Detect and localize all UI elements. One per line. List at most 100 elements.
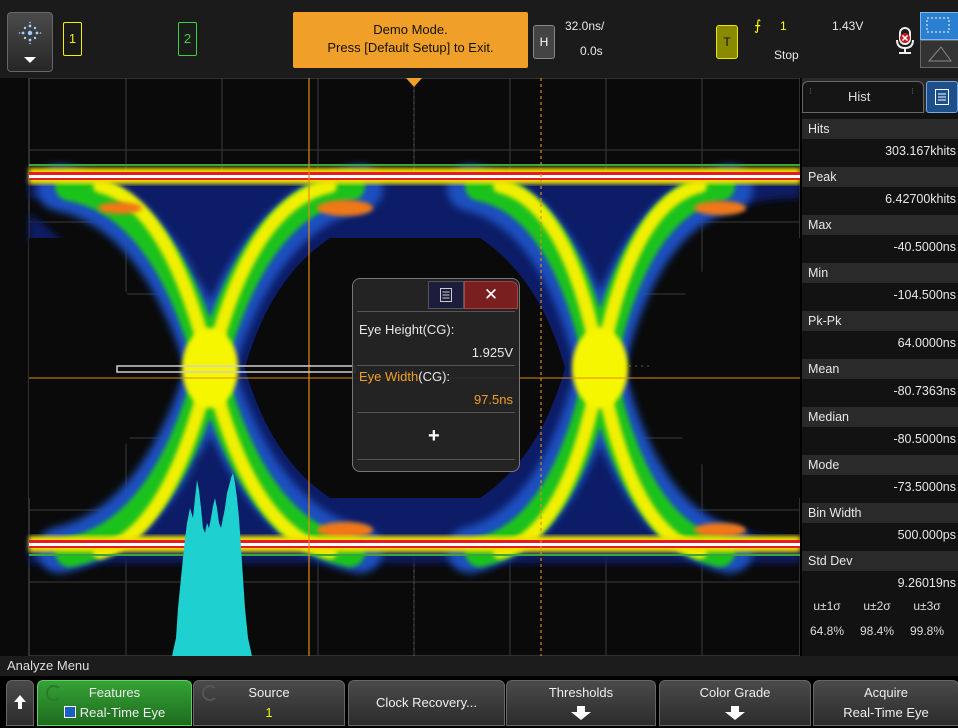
- eye-height-label: Eye Height(CG):: [359, 322, 455, 337]
- tab-hist[interactable]: ⁝ Hist ⁝: [802, 81, 924, 113]
- eye-upper-rail: [29, 164, 800, 184]
- sigma-percentage: 99.8%: [909, 624, 945, 638]
- demo-mode-title: Demo Mode.: [373, 22, 448, 37]
- dialog-divider: [357, 459, 515, 460]
- features-label: Features: [88, 685, 141, 700]
- stat-label: Max: [802, 215, 958, 235]
- sigma-headers: u±1σ u±2σ u±3σ: [802, 599, 958, 613]
- stat-label: Median: [802, 407, 958, 427]
- trigger-source: 1: [780, 19, 787, 33]
- panel-tab-bar: ⁝ Hist ⁝: [802, 78, 958, 113]
- stat-value: -104.500ns: [802, 283, 958, 307]
- channel-2-button[interactable]: 2: [178, 22, 197, 56]
- tab-hist-label: Hist: [848, 89, 871, 104]
- arrow-down-icon: [571, 706, 591, 720]
- microphone-muted-icon[interactable]: [894, 26, 916, 56]
- source-softkey[interactable]: Source 1: [193, 680, 345, 726]
- clock-recovery-label: Clock Recovery...: [376, 695, 477, 710]
- close-icon: ✕: [483, 285, 499, 304]
- stat-label: Mean: [802, 359, 958, 379]
- analyze-menu-bar: Analyze Menu: [0, 656, 958, 676]
- channel-1-button[interactable]: 1: [63, 22, 82, 56]
- dropdown-caret-icon: [24, 57, 36, 63]
- time-per-division: 32.0ns/: [565, 19, 605, 33]
- features-softkey[interactable]: Features Real-Time Eye: [37, 680, 192, 726]
- trigger-level: 1.43V: [832, 19, 864, 33]
- eye-height-value: 1.925V: [471, 345, 513, 360]
- thresholds-softkey[interactable]: Thresholds: [506, 680, 656, 726]
- eye-width-label-text: Eye Width: [359, 369, 419, 384]
- stat-bin-width: Bin Width 500.000ps: [802, 503, 958, 547]
- stat-label: Mode: [802, 455, 958, 475]
- softkey-bar: Features Real-Time Eye Source 1 Clock Re…: [0, 676, 958, 726]
- touch-gesture-button[interactable]: [920, 40, 958, 68]
- stat-value: -80.5000ns: [802, 427, 958, 451]
- stat-label: Hits: [802, 119, 958, 139]
- stat-label: Min: [802, 263, 958, 283]
- menu-list-icon: [440, 288, 452, 302]
- stat-value: 64.0000ns: [802, 331, 958, 355]
- sigma-percentage: 98.4%: [859, 624, 895, 638]
- stat-min: Min -104.500ns: [802, 263, 958, 307]
- arrow-up-icon: [14, 695, 26, 709]
- features-value: Real-Time Eye: [38, 705, 191, 720]
- acquire-softkey[interactable]: Acquire Real-Time Eye: [813, 680, 958, 726]
- main-menu-button[interactable]: [7, 12, 53, 72]
- stat-median: Median -80.5000ns: [802, 407, 958, 451]
- zoom-box-icon: [926, 17, 950, 33]
- eye-density-orange: [98, 200, 746, 538]
- horizontal-button[interactable]: H: [533, 25, 555, 59]
- stat-mode: Mode -73.5000ns: [802, 455, 958, 499]
- features-value-text: Real-Time Eye: [79, 705, 166, 720]
- stat-value: -73.5000ns: [802, 475, 958, 499]
- sigma-header: u±1σ: [813, 599, 841, 613]
- drag-grip-icon[interactable]: ⁝: [911, 86, 914, 96]
- stat-hits: Hits 303.167khits: [802, 119, 958, 163]
- color-grade-label: Color Grade: [699, 685, 771, 700]
- demo-mode-banner[interactable]: Demo Mode. Press [Default Setup] to Exit…: [293, 12, 528, 68]
- stat-pk-pk: Pk-Pk 64.0000ns: [802, 311, 958, 355]
- top-status-bar: 1 2 Demo Mode. Press [Default Setup] to …: [0, 0, 958, 78]
- histogram-stats-panel: ⁝ Hist ⁝ Hits 303.167khits Peak 6.42700k…: [802, 78, 958, 656]
- eye-opening-left-edge: [29, 238, 160, 498]
- color-grade-softkey[interactable]: Color Grade: [659, 680, 811, 726]
- menu-list-icon: [935, 89, 949, 105]
- panel-menu-button[interactable]: [926, 81, 958, 113]
- stat-value: -80.7363ns: [802, 379, 958, 403]
- sigma-header: u±2σ: [863, 599, 891, 613]
- rising-edge-icon: ⨍: [754, 17, 762, 33]
- stat-value: 500.000ps: [802, 523, 958, 547]
- drag-grip-icon[interactable]: ⁝: [809, 86, 812, 96]
- stat-value: 303.167khits: [802, 139, 958, 163]
- triangle-gesture-icon: [927, 46, 952, 62]
- trigger-position-marker[interactable]: [406, 78, 422, 87]
- menu-up-button[interactable]: [6, 680, 34, 726]
- stat-value: 6.42700khits: [802, 187, 958, 211]
- stat-value: 9.26019ns: [802, 571, 958, 595]
- checkbox-icon: [63, 706, 76, 718]
- sigma-header: u±3σ: [913, 599, 941, 613]
- arrow-down-icon: [725, 706, 745, 720]
- dialog-divider: [357, 412, 515, 413]
- stat-label: Peak: [802, 167, 958, 187]
- run-state: Stop: [774, 48, 799, 62]
- source-value: 1: [265, 705, 273, 720]
- clock-recovery-softkey[interactable]: Clock Recovery...: [348, 680, 505, 726]
- stat-std-dev: Std Dev 9.26019ns: [802, 551, 958, 595]
- time-position: 0.0s: [580, 44, 603, 58]
- dialog-divider: [357, 311, 515, 312]
- thresholds-label: Thresholds: [548, 685, 614, 700]
- dialog-close-button[interactable]: ✕: [464, 281, 518, 309]
- entry-knob-icon: [46, 685, 62, 701]
- sigma-percentage: 64.8%: [809, 624, 845, 638]
- stat-label: Bin Width: [802, 503, 958, 523]
- zoom-box-button[interactable]: [920, 12, 958, 40]
- dialog-menu-button[interactable]: [428, 281, 464, 309]
- trigger-button[interactable]: T: [716, 25, 738, 59]
- eye-measurement-dialog[interactable]: ✕ Eye Height(CG): 1.925V Eye Width(CG): …: [352, 278, 520, 472]
- stat-max: Max -40.5000ns: [802, 215, 958, 259]
- stat-label: Std Dev: [802, 551, 958, 571]
- source-label: Source: [248, 685, 290, 700]
- acquire-value: Real-Time Eye: [843, 705, 929, 720]
- add-measurement-icon[interactable]: +: [428, 425, 440, 447]
